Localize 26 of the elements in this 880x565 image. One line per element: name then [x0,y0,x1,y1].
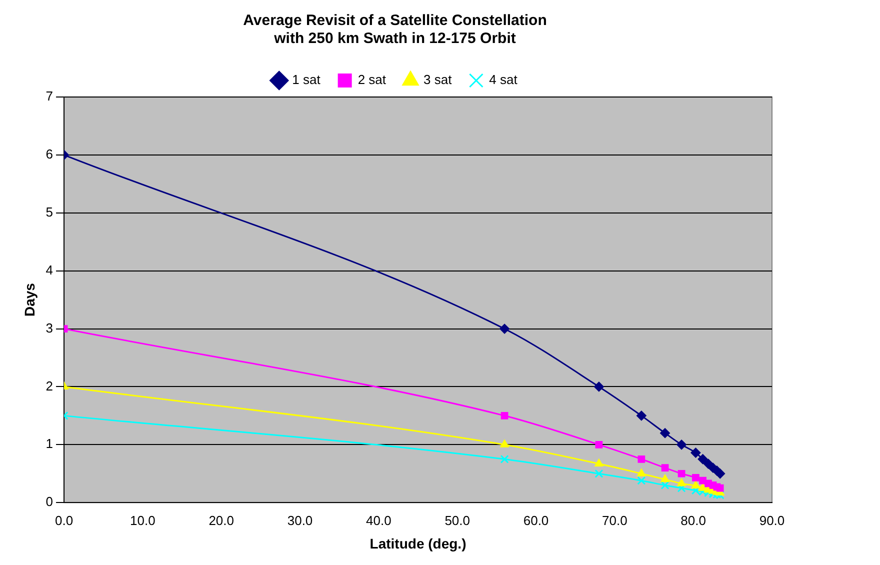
y-axis-title: Days [21,282,38,317]
x-tick-label: 60.0 [523,512,549,528]
text: with 250 km Swath in 12-175 Orbit [274,30,516,48]
y-tick-label: 6 [46,146,54,162]
text: Average Revisit of a Satellite Constellation [243,12,547,30]
y-tick-label: 3 [46,320,54,336]
x-tick-label: 0.0 [54,512,74,528]
legend-label: 3 sat [424,72,452,88]
x-tick-label: 40.0 [366,512,392,528]
y-tick-label: 7 [46,88,54,104]
y-tick-label: 5 [46,204,54,220]
x-tick-label: 50.0 [444,512,470,528]
x-axis-title: Latitude (deg.) [370,535,466,552]
y-tick-label: 0 [46,494,54,510]
legend-label: 4 sat [489,72,518,88]
x-tick-label: 70.0 [602,512,628,528]
x-tick-label: 90.0 [759,512,785,528]
y-tick-label: 2 [46,378,54,394]
x-tick-label: 30.0 [287,512,313,528]
x-tick-label: 20.0 [208,512,234,528]
x-tick-label: 80.0 [680,512,706,528]
y-tick-label: 4 [46,262,54,278]
legend-label: 1 sat [292,72,321,88]
legend-label: 2 sat [358,72,386,88]
x-tick-label: 10.0 [130,512,156,528]
y-tick-label: 1 [46,436,54,452]
